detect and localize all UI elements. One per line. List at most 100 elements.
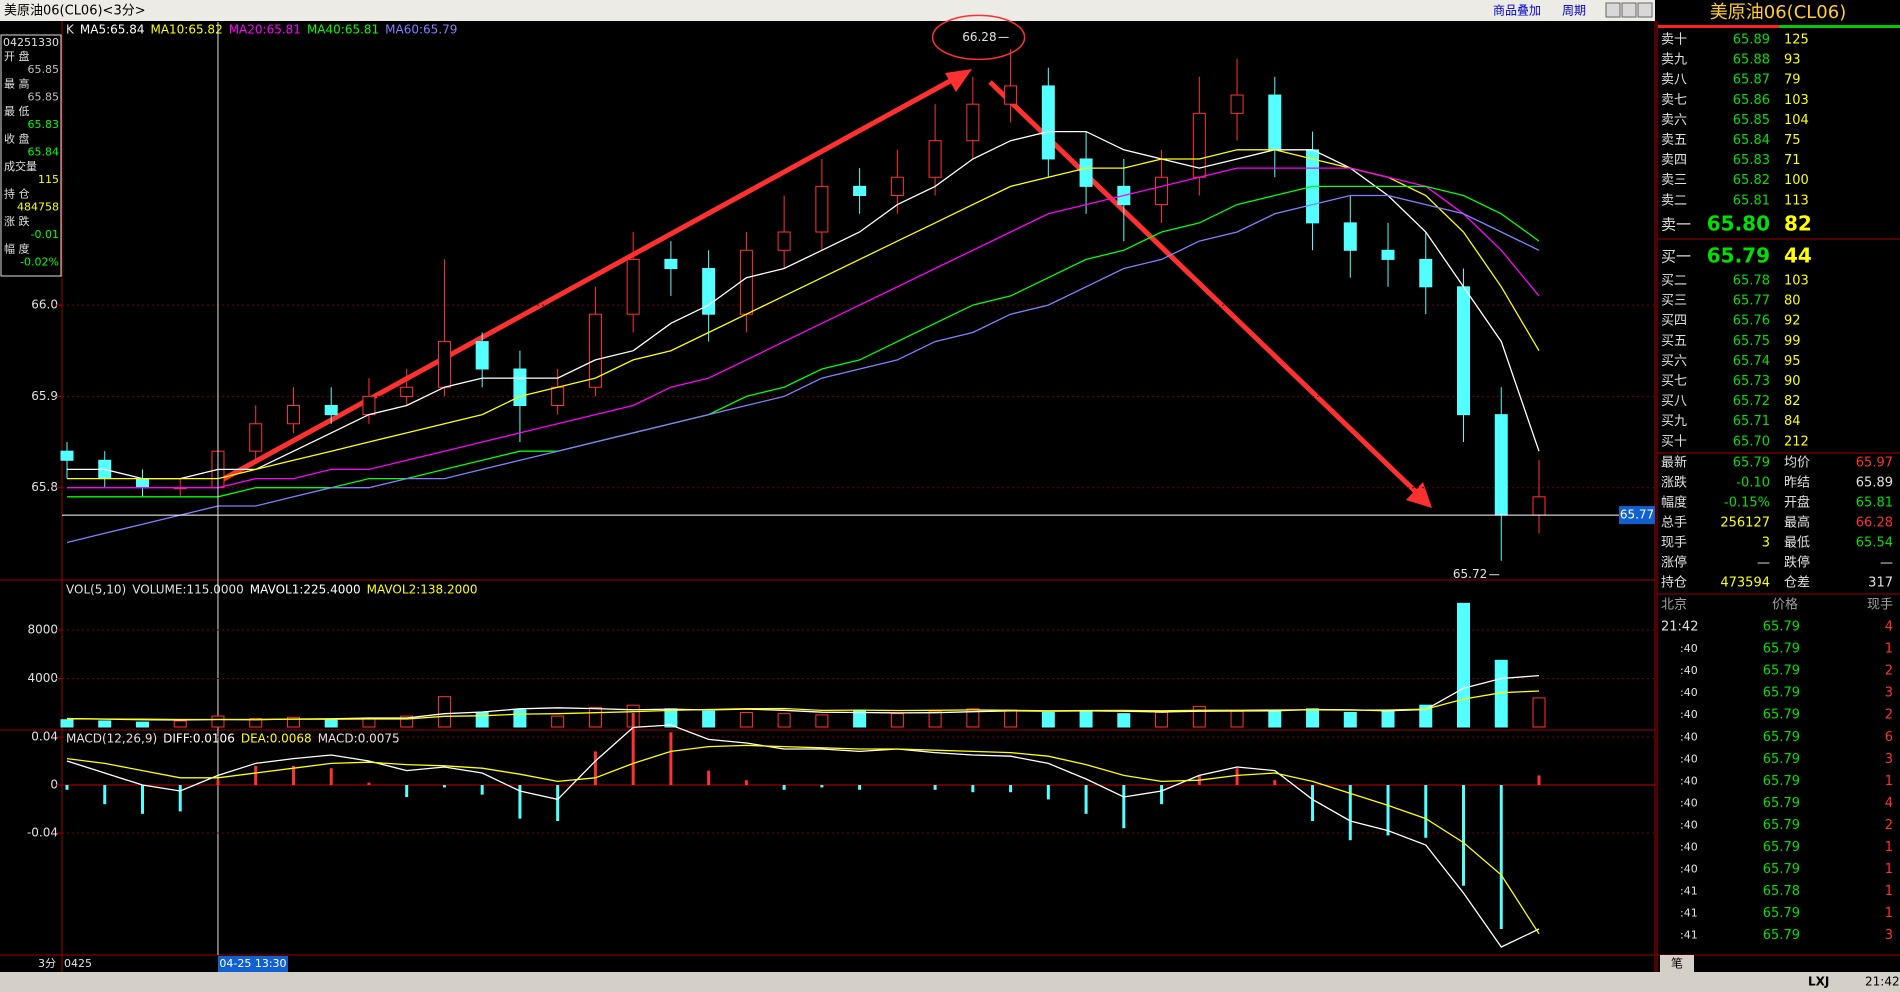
y-tick-label: 4000: [27, 671, 58, 685]
ma-line: [67, 149, 1540, 480]
mavol-line: [66, 690, 1540, 721]
period-label: 3分: [38, 957, 56, 970]
book-volume: 82: [1784, 394, 1801, 409]
info-label: 涨 跌: [4, 214, 30, 228]
candle-body: [551, 386, 565, 407]
stat-label: 幅度: [1661, 495, 1687, 511]
period-button[interactable]: 周期: [1562, 4, 1586, 18]
book-price: 65.80: [1707, 212, 1770, 236]
volume-bar: [98, 720, 112, 728]
info-box: [0, 34, 62, 277]
stat-value: 66.28: [1856, 516, 1893, 531]
candle-body: [437, 341, 451, 388]
tab[interactable]: [1660, 955, 1694, 972]
candle-body: [475, 341, 489, 370]
info-label: 最 低: [4, 105, 30, 118]
trade-volume: 1: [1885, 906, 1893, 921]
volume-bar: [437, 696, 451, 728]
trade-time: :40: [1680, 796, 1698, 809]
stat-value: 3: [1762, 536, 1770, 551]
candle-body: [853, 185, 867, 196]
candle-body: [1419, 258, 1433, 288]
stat-label: 总手: [1661, 516, 1687, 531]
book-price: 65.86: [1733, 93, 1770, 108]
book-price: 65.88: [1733, 53, 1770, 68]
volume-bar: [1268, 709, 1282, 728]
book-label: 买八: [1661, 394, 1687, 409]
trade-volume: 1: [1885, 862, 1893, 877]
stat-value: —: [1757, 556, 1770, 571]
trade-volume: 1: [1885, 642, 1893, 657]
trade-time: :40: [1680, 818, 1698, 831]
trade-volume: 2: [1885, 708, 1893, 723]
volume-bar: [513, 709, 527, 728]
book-price: 65.79: [1707, 244, 1770, 268]
trade-price: 65.79: [1763, 620, 1800, 635]
high-label: 66.28: [962, 30, 996, 44]
info-value: 115: [38, 173, 59, 186]
book-label: 卖一: [1661, 216, 1691, 234]
stat-label: 仓差: [1784, 576, 1810, 591]
candle-body: [1079, 158, 1093, 187]
trade-price: 65.79: [1763, 906, 1800, 921]
ma-line: [67, 130, 1540, 480]
book-price: 65.78: [1733, 274, 1770, 289]
trade-time: :41: [1680, 885, 1698, 898]
overlay-button[interactable]: 商品叠加: [1493, 3, 1541, 18]
trade-price: 65.79: [1763, 862, 1800, 877]
trade-volume: 3: [1885, 928, 1893, 943]
stat-value: 65.97: [1856, 456, 1893, 471]
candle-body: [286, 405, 300, 425]
info-value: -0.02%: [20, 256, 59, 269]
book-label: 买一: [1661, 248, 1691, 266]
volume-bar: [286, 716, 300, 728]
legend-item: MAVOL1:225.4000: [250, 583, 361, 597]
book-label: 卖十: [1661, 33, 1687, 48]
nav-button[interactable]: [1605, 2, 1621, 18]
stat-label: 昨结: [1784, 476, 1810, 491]
book-price: 65.85: [1733, 113, 1770, 128]
info-value: 484758: [17, 201, 59, 214]
book-label: 卖五: [1661, 133, 1687, 148]
trade-time: :41: [1680, 929, 1698, 942]
book-label: 卖四: [1661, 153, 1687, 168]
low-label: 65.72: [1453, 567, 1487, 581]
nav-button[interactable]: [1637, 2, 1653, 18]
book-price: 65.82: [1733, 173, 1770, 188]
y-tick-label: 65.9: [31, 389, 58, 403]
book-price: 65.87: [1733, 73, 1770, 88]
trade-time: :40: [1680, 686, 1698, 699]
trade-time: :40: [1680, 752, 1698, 765]
volume-bar: [400, 715, 414, 728]
trade-price: 65.79: [1763, 774, 1800, 789]
chart-area: [0, 21, 1656, 972]
last-price-box: [1619, 506, 1655, 525]
trades-header: 北京: [1661, 598, 1687, 613]
volume-bar: [588, 707, 602, 728]
ma-line: [67, 185, 1540, 498]
trend-arrow-up: [216, 77, 954, 485]
arrow-head: [1406, 482, 1432, 508]
candle-body: [626, 258, 640, 315]
highlight-ellipse: [931, 14, 1026, 61]
volume-bar: [1155, 711, 1169, 728]
stat-label: 均价: [1784, 456, 1810, 471]
candle-body: [588, 313, 602, 388]
candle-body: [928, 140, 942, 178]
stat-label: 最新: [1661, 455, 1687, 471]
nav-button[interactable]: [1621, 2, 1637, 18]
stat-value: -0.15%: [1724, 496, 1770, 511]
candle-body: [664, 258, 678, 270]
candle-body: [1381, 249, 1395, 260]
quote-panel: 美原油06(CL06) 笔: [1656, 2, 1900, 972]
candle-body: [60, 450, 74, 461]
book-price: 65.72: [1733, 394, 1770, 409]
volume-bar: [324, 719, 338, 728]
stat-value: 65.54: [1856, 536, 1893, 551]
tab-label[interactable]: 笔: [1671, 956, 1683, 971]
book-volume: 44: [1784, 244, 1812, 268]
book-volume: 95: [1784, 354, 1801, 369]
book-label: 卖七: [1661, 93, 1687, 108]
stat-value: 317: [1868, 576, 1893, 591]
